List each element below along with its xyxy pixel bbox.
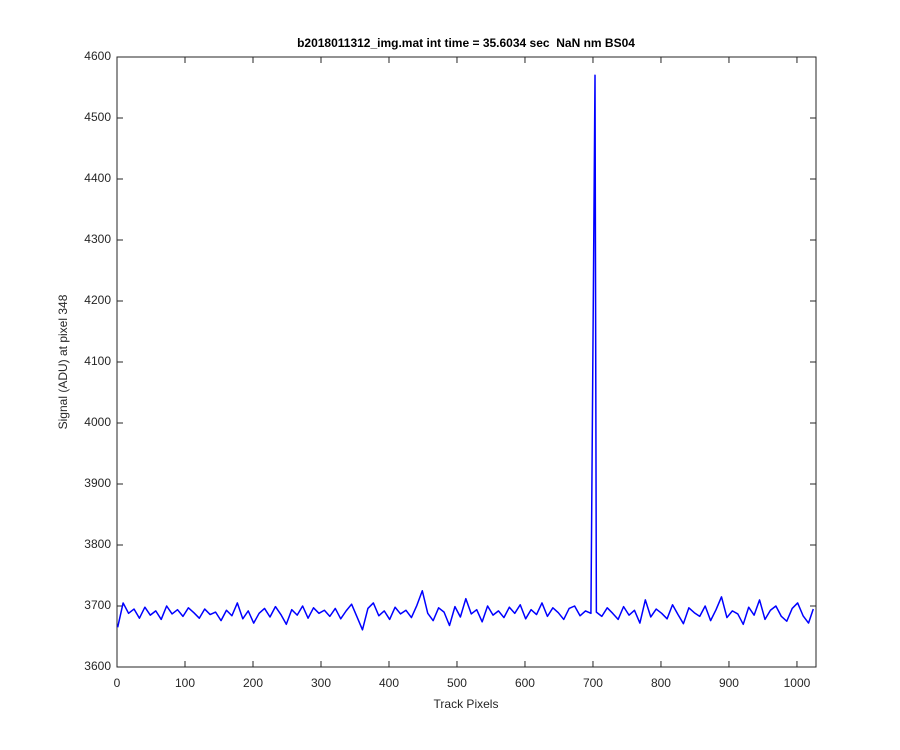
x-tick-label: 700	[583, 676, 603, 690]
y-tick-label: 4100	[84, 354, 111, 368]
y-axis-label: Signal (ADU) at pixel 348	[56, 294, 70, 429]
y-tick-label: 3600	[84, 659, 111, 673]
y-tick-label: 4400	[84, 171, 111, 185]
y-tick-label: 3800	[84, 537, 111, 551]
x-tick-label: 900	[719, 676, 739, 690]
y-tick-label: 3900	[84, 476, 111, 490]
x-tick-label: 300	[311, 676, 331, 690]
x-tick-label: 500	[447, 676, 467, 690]
y-tick-label: 4500	[84, 110, 111, 124]
x-tick-label: 600	[515, 676, 535, 690]
x-tick-label: 800	[651, 676, 671, 690]
data-line	[116, 74, 814, 631]
x-axis-label: Track Pixels	[434, 697, 499, 711]
y-tick-label: 4600	[84, 49, 111, 63]
x-tick-label: 0	[114, 676, 121, 690]
y-tick-label: 4000	[84, 415, 111, 429]
x-tick-label: 400	[379, 676, 399, 690]
x-tick-label: 200	[243, 676, 263, 690]
y-tick-label: 3700	[84, 598, 111, 612]
y-tick-label: 4200	[84, 293, 111, 307]
y-tick-label: 4300	[84, 232, 111, 246]
x-tick-label: 1000	[784, 676, 811, 690]
x-tick-label: 100	[175, 676, 195, 690]
plot-area	[116, 56, 817, 668]
chart-title: b2018011312_img.mat int time = 35.6034 s…	[297, 36, 635, 50]
